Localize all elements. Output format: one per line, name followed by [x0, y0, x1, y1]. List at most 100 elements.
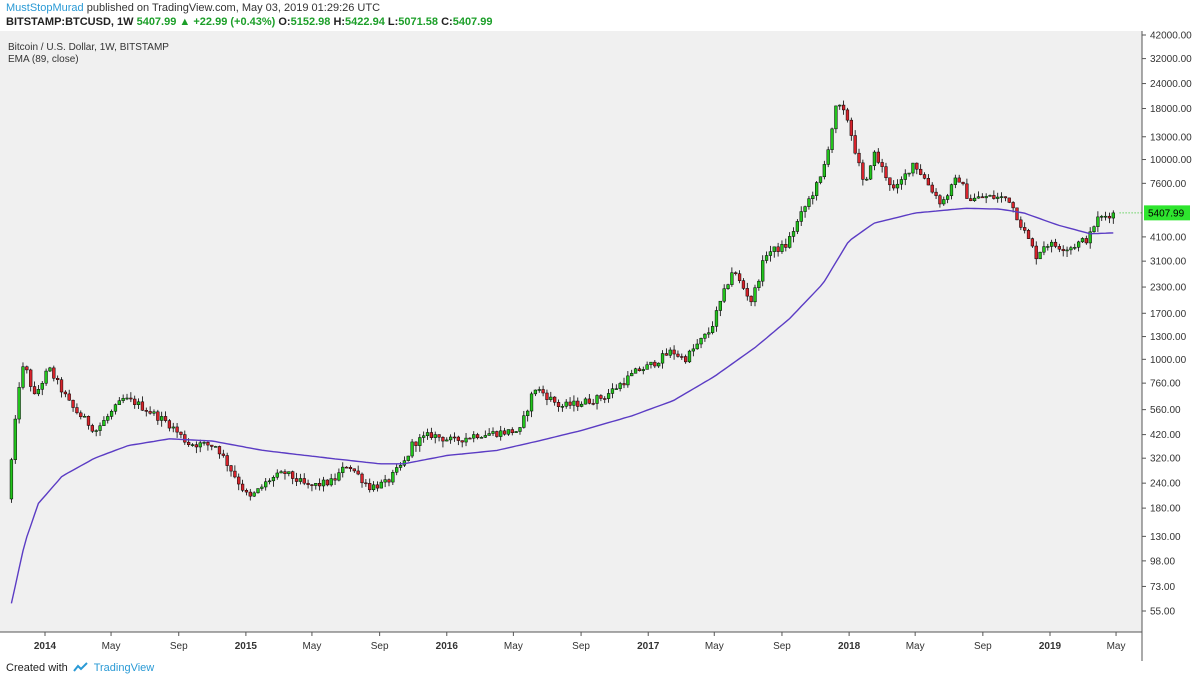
- candle-body: [626, 375, 630, 386]
- candle-body: [780, 244, 784, 252]
- candle-body: [911, 162, 915, 174]
- candle-body: [595, 395, 599, 404]
- candle-body: [40, 382, 44, 390]
- candle-body: [872, 151, 877, 167]
- candle-body: [468, 437, 472, 440]
- price-axis-bg: [1142, 31, 1200, 632]
- candle-body: [406, 455, 410, 461]
- y-tick-label: 1300.00: [1150, 332, 1187, 343]
- price-tag-text: 5407.99: [1148, 208, 1185, 219]
- candle-body: [834, 105, 838, 130]
- candle-body: [156, 411, 160, 421]
- candle-body: [429, 432, 434, 438]
- candle-body: [502, 430, 507, 435]
- candle-body: [418, 437, 422, 446]
- candle-body: [67, 393, 71, 401]
- candle-body: [237, 476, 241, 485]
- price-chart[interactable]: 55.00 73.00 98.00 130.00 180.00 240.00 320.00 4…: [0, 31, 1200, 661]
- candle-body: [526, 410, 530, 416]
- candle-body: [410, 441, 414, 457]
- candle-body: [568, 401, 572, 406]
- candle-body: [1107, 215, 1112, 219]
- candle-body: [233, 470, 237, 478]
- candle-body: [533, 389, 538, 395]
- candle-body: [672, 349, 676, 355]
- candle-body: [518, 427, 522, 432]
- candle-body: [791, 231, 796, 237]
- candle-body: [845, 109, 850, 121]
- candle-body: [1076, 241, 1081, 248]
- candle-body: [907, 172, 911, 175]
- candle-body: [564, 401, 568, 407]
- candle-body: [849, 119, 853, 136]
- candle-body: [210, 444, 214, 447]
- candle-body: [1042, 246, 1046, 253]
- candle-body: [136, 401, 141, 405]
- candle-body: [1034, 245, 1038, 260]
- candle-body: [788, 236, 792, 248]
- candle-body: [271, 476, 276, 482]
- candle-body: [1038, 251, 1042, 260]
- candle-body: [113, 404, 118, 412]
- candle-body: [1046, 246, 1050, 248]
- candle-body: [13, 418, 17, 460]
- y-tick-label: 130.00: [1150, 532, 1181, 543]
- candle-body: [922, 174, 927, 179]
- candle-body: [48, 367, 52, 372]
- candle-body: [160, 416, 164, 421]
- candle-body: [657, 362, 661, 367]
- candle-body: [291, 471, 295, 479]
- candle-body: [1030, 238, 1035, 247]
- y-tick-label: 18000.00: [1150, 104, 1192, 115]
- candle-body: [9, 459, 14, 500]
- candle-body: [448, 436, 453, 441]
- candle-body: [776, 246, 780, 252]
- candle-body: [1111, 212, 1115, 219]
- candle-body: [868, 165, 873, 180]
- candle-body: [248, 491, 252, 497]
- tradingview-link[interactable]: TradingView: [93, 662, 155, 674]
- y-tick-label: 1000.00: [1150, 355, 1187, 366]
- y-tick-label: 7600.00: [1150, 179, 1187, 190]
- candle-body: [63, 391, 68, 395]
- symbol-label: BITSTAMP:BTCUSD, 1W: [6, 16, 134, 28]
- candle-body: [764, 255, 769, 261]
- chart-area[interactable]: 55.00 73.00 98.00 130.00 180.00 240.00 320.00 4…: [0, 31, 1200, 661]
- x-tick-label: 2015: [235, 641, 258, 652]
- candle-body: [109, 410, 114, 417]
- tradingview-logo-icon[interactable]: [73, 662, 89, 673]
- candle-body: [398, 464, 403, 468]
- candle-body: [368, 483, 372, 491]
- candle-body: [861, 162, 865, 180]
- candle-body: [741, 280, 746, 289]
- candle-body: [919, 168, 923, 175]
- candle-body: [807, 198, 811, 207]
- candle-body: [753, 287, 757, 303]
- y-tick-label: 4100.00: [1150, 232, 1187, 243]
- candle-body: [945, 195, 950, 200]
- candle-body: [383, 479, 387, 483]
- candle-body: [433, 434, 437, 438]
- candle-body: [206, 442, 210, 446]
- candle-body: [487, 433, 491, 436]
- candle-body: [190, 444, 195, 446]
- candle-body: [514, 431, 518, 433]
- candle-body: [1003, 196, 1008, 199]
- candle-body: [553, 396, 557, 403]
- candle-body: [422, 435, 426, 438]
- candle-body: [645, 364, 649, 370]
- candle-body: [888, 177, 892, 186]
- candle-body: [803, 206, 807, 212]
- candle-body: [294, 478, 299, 482]
- candle-body: [125, 397, 129, 400]
- y-tick-label: 560.00: [1150, 405, 1181, 416]
- candle-body: [826, 149, 830, 165]
- candle-body: [333, 478, 337, 481]
- candle-body: [298, 478, 303, 482]
- created-with-label: Created with: [6, 662, 68, 674]
- x-axis-ticks: 2014 May Sep 2015 May Sep 2016 May Sep 2017 May Sep…: [34, 632, 1125, 652]
- candle-body: [934, 191, 938, 196]
- candle-body: [479, 437, 484, 439]
- candle-body: [464, 437, 468, 443]
- author-link[interactable]: MustStopMurad: [6, 2, 84, 14]
